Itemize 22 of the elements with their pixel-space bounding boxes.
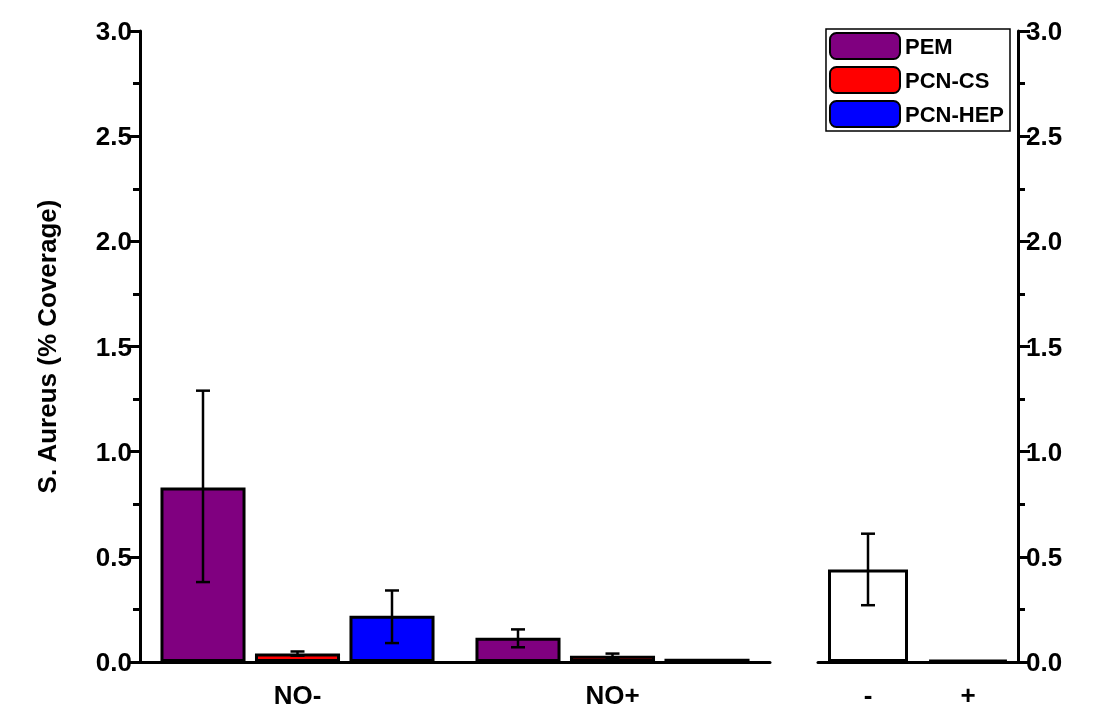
- y-tick-label: 3.0: [1026, 16, 1063, 46]
- y-tick-label: 1.0: [95, 436, 132, 467]
- y-axis-title: S. Aureus (% Coverage): [32, 199, 62, 494]
- legend-label: PCN-CS: [904, 67, 990, 93]
- y-tick-label: 2.0: [95, 226, 132, 257]
- y-tick-label: 2.5: [95, 121, 132, 152]
- y-tick-label: 3.0: [95, 16, 132, 46]
- y-tick-label: 2.5: [1026, 121, 1063, 152]
- y-tick-label: 1.0: [1026, 436, 1063, 467]
- x-tick-label: NO+: [585, 680, 640, 710]
- x-tick-label: NO-: [273, 680, 322, 710]
- y-tick-label: 0.0: [1026, 647, 1063, 677]
- y-tick-label: 1.5: [95, 331, 132, 362]
- legend-label: PEM: [904, 33, 953, 59]
- y-tick-label: 0.5: [1026, 541, 1063, 572]
- y-tick-label: 0.5: [95, 541, 132, 572]
- y-tick-label: 0.0: [95, 647, 132, 677]
- y-tick-label: 1.5: [1026, 331, 1063, 362]
- legend-label: PCN-HEP: [904, 101, 1004, 127]
- y-tick-label: 2.0: [1026, 226, 1063, 257]
- x-tick-label: -: [863, 680, 873, 710]
- x-tick-label: +: [960, 680, 976, 710]
